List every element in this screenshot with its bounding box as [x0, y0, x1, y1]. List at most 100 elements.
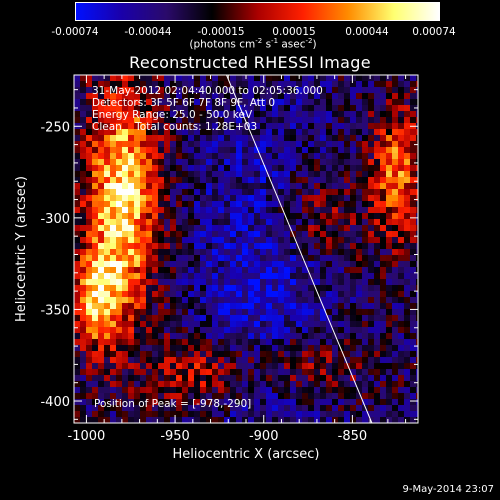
heatmap-cell: [164, 357, 170, 363]
heatmap-cell: [278, 393, 284, 399]
heatmap-cell: [416, 225, 418, 231]
heatmap-cell: [332, 237, 338, 243]
heatmap-cell: [116, 309, 122, 315]
heatmap-cell: [350, 267, 356, 273]
heatmap-cell: [128, 399, 134, 405]
heatmap-cell: [410, 183, 416, 189]
heatmap-cell: [380, 225, 386, 231]
heatmap-cell: [254, 171, 260, 177]
heatmap-cell: [140, 267, 146, 273]
heatmap-cell: [356, 399, 362, 405]
heatmap-cell: [134, 129, 140, 135]
heatmap-cell: [212, 123, 218, 129]
heatmap-cell: [188, 279, 194, 285]
heatmap-cell: [302, 129, 308, 135]
heatmap-cell: [344, 393, 350, 399]
heatmap-cell: [74, 357, 80, 363]
heatmap-cell: [206, 75, 212, 81]
heatmap-cell: [140, 363, 146, 369]
heatmap-cell: [362, 201, 368, 207]
heatmap-cell: [152, 141, 158, 147]
heatmap-cell: [194, 135, 200, 141]
heatmap-cell: [392, 153, 398, 159]
heatmap-cell: [134, 363, 140, 369]
heatmap-cell: [296, 153, 302, 159]
heatmap-cell: [212, 93, 218, 99]
heatmap-cell: [248, 381, 254, 387]
heatmap-cell: [314, 213, 320, 219]
heatmap-cell: [200, 213, 206, 219]
heatmap-cell: [254, 129, 260, 135]
heatmap-cell: [194, 297, 200, 303]
heatmap-cell: [182, 393, 188, 399]
heatmap-cell: [200, 339, 206, 345]
heatmap-cell: [410, 327, 416, 333]
heatmap-cell: [116, 381, 122, 387]
heatmap-cell: [230, 333, 236, 339]
heatmap-cell: [194, 93, 200, 99]
heatmap-cell: [188, 303, 194, 309]
heatmap-cell: [80, 393, 86, 399]
heatmap-cell: [386, 399, 392, 405]
heatmap-cell: [296, 123, 302, 129]
heatmap-cell: [320, 243, 326, 249]
heatmap-cell: [314, 297, 320, 303]
heatmap-cell: [290, 237, 296, 243]
heatmap-cell: [284, 129, 290, 135]
heatmap-cell: [128, 297, 134, 303]
heatmap-cell: [176, 363, 182, 369]
heatmap-cell: [254, 183, 260, 189]
heatmap-cell: [344, 99, 350, 105]
heatmap-cell: [338, 135, 344, 141]
heatmap-cell: [290, 399, 296, 405]
heatmap-cell: [122, 279, 128, 285]
heatmap-cell: [80, 225, 86, 231]
heatmap-cell: [398, 171, 404, 177]
heatmap-cell: [242, 87, 248, 93]
heatmap-cell: [314, 303, 320, 309]
heatmap-cell: [290, 405, 296, 411]
heatmap-cell: [80, 399, 86, 405]
heatmap-cell: [140, 147, 146, 153]
heatmap-cell: [164, 189, 170, 195]
heatmap-cell: [80, 375, 86, 381]
heatmap-cell: [104, 195, 110, 201]
heatmap-cell: [284, 321, 290, 327]
heatmap-cell: [350, 309, 356, 315]
heatmap-cell: [98, 105, 104, 111]
heatmap-cell: [350, 93, 356, 99]
heatmap-cell: [110, 309, 116, 315]
heatmap-cell: [212, 207, 218, 213]
heatmap-cell: [164, 147, 170, 153]
heatmap-cell: [194, 381, 200, 387]
heatmap-cell: [212, 201, 218, 207]
heatmap-cell: [350, 183, 356, 189]
heatmap-cell: [308, 153, 314, 159]
heatmap-cell: [344, 159, 350, 165]
heatmap-cell: [194, 99, 200, 105]
heatmap-cell: [80, 123, 86, 129]
heatmap-cell: [170, 327, 176, 333]
heatmap-cell: [332, 219, 338, 225]
heatmap-cell: [134, 381, 140, 387]
heatmap-cell: [254, 237, 260, 243]
heatmap-cell: [218, 171, 224, 177]
heatmap-cell: [368, 357, 374, 363]
heatmap-cell: [200, 393, 206, 399]
heatmap-cell: [392, 369, 398, 375]
heatmap-cell: [194, 285, 200, 291]
heatmap-cell: [188, 285, 194, 291]
heatmap-cell: [266, 369, 272, 375]
heatmap-cell: [128, 105, 134, 111]
heatmap-cell: [374, 405, 380, 411]
heatmap-cell: [242, 273, 248, 279]
heatmap-cell: [266, 201, 272, 207]
heatmap-cell: [116, 237, 122, 243]
heatmap-cell: [182, 273, 188, 279]
heatmap-cell: [182, 141, 188, 147]
heatmap-cell: [290, 141, 296, 147]
heatmap-cell: [248, 417, 254, 423]
heatmap-cell: [212, 159, 218, 165]
heatmap-cell: [212, 393, 218, 399]
heatmap-cell: [284, 219, 290, 225]
